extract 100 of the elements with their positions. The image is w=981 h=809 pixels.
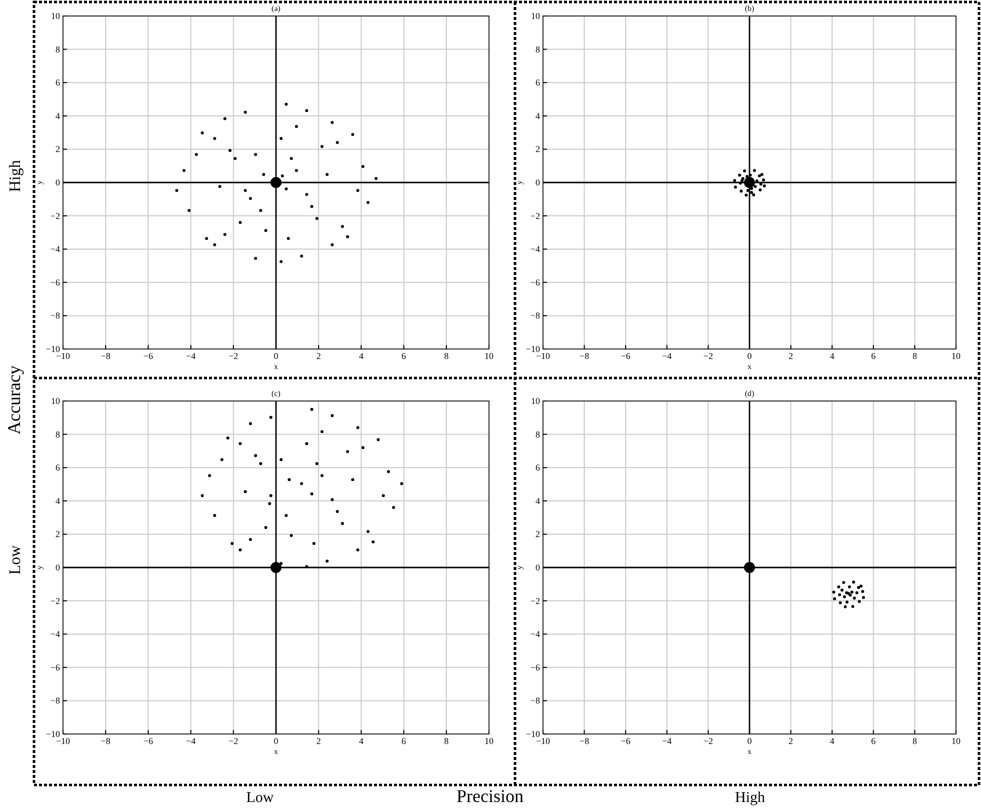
point	[230, 542, 234, 546]
point	[760, 173, 764, 176]
point	[223, 117, 226, 120]
point	[852, 580, 856, 584]
x-tick-label: −6	[143, 736, 154, 746]
point	[300, 482, 304, 486]
x-tick-label: 0	[747, 351, 752, 361]
x-tick-label: 8	[444, 351, 450, 361]
point	[734, 186, 737, 189]
point	[269, 416, 272, 419]
point	[356, 548, 360, 552]
point	[755, 179, 758, 182]
point	[845, 600, 848, 604]
point	[336, 141, 339, 144]
point	[262, 173, 266, 176]
point	[238, 548, 242, 552]
point	[218, 184, 222, 188]
x-tick-label: −6	[143, 351, 154, 361]
point	[280, 137, 283, 140]
y-tick-label: 0	[56, 178, 60, 188]
x-tick-label: 2	[788, 736, 794, 746]
point	[286, 236, 290, 240]
point	[744, 177, 755, 188]
point	[228, 149, 232, 152]
point	[226, 436, 230, 440]
y-tick-label: 0	[536, 178, 540, 188]
point	[858, 600, 861, 603]
point	[754, 184, 757, 188]
point	[330, 121, 334, 124]
point	[837, 585, 840, 588]
point	[234, 157, 237, 160]
point	[366, 200, 370, 204]
point	[280, 562, 283, 566]
x-tick-label: 8	[912, 736, 918, 746]
x-tick-label: 2	[316, 736, 321, 746]
y-tick-label: −4	[50, 244, 60, 254]
point	[300, 254, 304, 258]
y-tick-label: −10	[46, 344, 60, 354]
point	[175, 188, 178, 192]
point	[288, 478, 291, 482]
point	[400, 482, 404, 486]
text: Precision	[456, 786, 524, 806]
point	[280, 260, 283, 264]
y-tick-label: −2	[50, 210, 60, 221]
point	[305, 565, 308, 568]
point	[264, 228, 268, 232]
point	[746, 188, 750, 192]
point	[284, 102, 288, 106]
text: High	[735, 790, 766, 806]
chart-title: (b)	[744, 4, 754, 13]
point	[842, 595, 846, 598]
point	[838, 593, 842, 596]
point	[740, 190, 743, 193]
point	[857, 586, 860, 589]
y-tick-label: −8	[50, 696, 60, 706]
point	[842, 580, 846, 584]
y-axis-title: y	[515, 180, 524, 184]
point	[840, 588, 844, 592]
point	[361, 165, 364, 168]
point	[200, 131, 204, 134]
point	[270, 177, 282, 188]
y-tick-label: −4	[50, 629, 60, 640]
point	[280, 174, 284, 178]
text: Low	[7, 544, 24, 575]
x-axis-title: x	[274, 362, 278, 371]
x-tick-label: 4	[358, 351, 364, 361]
point	[290, 534, 293, 538]
y-tick-label: −8	[530, 310, 540, 321]
point	[248, 422, 252, 426]
point	[208, 474, 212, 478]
point	[356, 426, 360, 430]
x-tick-label: 0	[274, 351, 279, 361]
point	[356, 188, 360, 192]
point	[310, 204, 314, 208]
point	[305, 109, 308, 112]
x-tick-label: −4	[662, 736, 672, 746]
point	[244, 188, 247, 192]
point	[238, 220, 242, 224]
y-axis-title: y	[35, 566, 44, 570]
point	[762, 184, 766, 188]
x-tick-label: −6	[620, 736, 631, 746]
point	[361, 446, 364, 450]
point	[746, 175, 749, 178]
y-tick-label: −2	[530, 210, 540, 221]
point	[762, 178, 766, 182]
y-axis-title: y	[515, 566, 524, 570]
point	[860, 584, 863, 588]
y-tick-label: −2	[50, 596, 60, 606]
point	[254, 153, 258, 156]
x-tick-label: −8	[100, 736, 111, 746]
y-tick-label: 6	[56, 462, 60, 473]
point	[346, 235, 350, 238]
point	[284, 187, 288, 190]
text: Accuracy	[4, 366, 24, 434]
x-tick-label: 0	[747, 736, 752, 746]
chart-title: (a)	[272, 4, 281, 13]
point	[248, 196, 252, 200]
y-tick-label: −4	[530, 244, 540, 254]
point	[223, 232, 226, 236]
point	[844, 605, 847, 608]
